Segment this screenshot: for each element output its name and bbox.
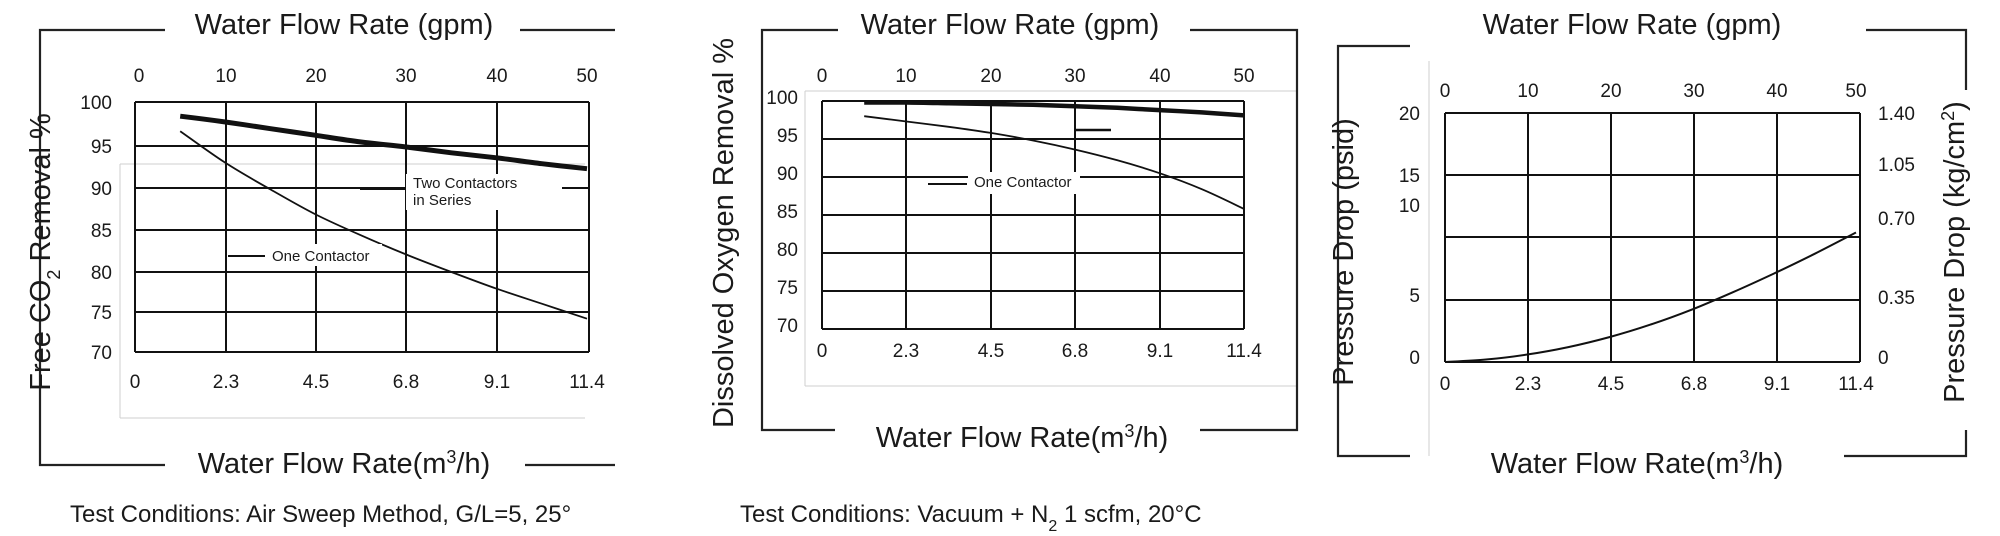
bottom-x-tick-label: 2.3 [1515,374,1541,395]
label-bg [266,244,382,266]
chart-oxygen-removal: Water Flow Rate (gpm) Water Flow Rate(m3… [708,9,1299,535]
annotation-label: One Contactor [974,174,1072,191]
top-x-tick-label: 30 [395,66,416,87]
bottom-x-tick-label: 0 [817,341,828,362]
frame-bracket-left [1336,44,1410,458]
series-line-two-contactors [179,113,588,172]
top-x-tick-label: 0 [1440,81,1451,102]
top-x-tick-label: 10 [895,66,916,87]
frame-bracket-bottom-right [1844,430,1968,458]
bottom-x-tick-label: 6.8 [1681,374,1707,395]
y2-tick-label: 0 [1878,348,1889,369]
y2-tick-label: 1.40 [1878,104,1915,125]
top-x-tick-label: 40 [1149,66,1170,87]
y-tick-label: 75 [777,278,798,299]
top-x-tick-label: 30 [1683,81,1704,102]
bottom-axis-title: Water Flow Rate(m3/h) [198,447,491,480]
bottom-axis-title: Water Flow Rate(m3/h) [1491,447,1784,480]
y-tick-label: 5 [1409,286,1420,307]
frame-bracket-top-right [1866,28,1968,90]
y-tick-label: 70 [777,316,798,337]
top-axis-title: Water Flow Rate (gpm) [861,9,1160,41]
y-tick-label: 85 [777,202,798,223]
y-tick-label: 20 [1399,104,1420,125]
y-tick-label: 85 [91,221,112,242]
frame-bracket-left [760,28,838,432]
series-line-one-contactor [864,115,1245,210]
y2-axis-title: Pressure Drop (kg/cm2) [1938,101,1971,403]
label-bg [406,174,562,210]
y-tick-label: 90 [91,179,112,200]
y-tick-label: 80 [777,240,798,261]
y-tick-label: 75 [91,303,112,324]
bottom-x-tick-label: 4.5 [978,341,1004,362]
bottom-x-tick-label: 9.1 [484,372,510,393]
y-tick-label: 100 [80,93,112,114]
y-tick-label: 15 [1399,166,1420,187]
y-tick-label: 80 [91,263,112,284]
top-x-tick-label: 20 [305,66,326,87]
series-line-pressure-drop [1444,231,1857,363]
label-bg [968,172,1080,194]
top-axis-title: Water Flow Rate (gpm) [195,9,494,41]
series-line-one-contactor [179,130,588,320]
top-x-tick-label: 50 [1845,81,1866,102]
annotation-label: One Contactor [272,248,370,265]
y-axis-title: Pressure Drop (psid) [1328,118,1360,386]
chart-pressure-drop: Water Flow Rate (gpm) Water Flow Rate(m3… [1328,9,1971,480]
test-conditions-caption: Test Conditions: Vacuum + N2 1 scfm, 20°… [740,501,1202,531]
bottom-x-tick-label: 4.5 [303,372,329,393]
y-axis-title: Free CO2 Removal % [25,113,64,391]
bottom-x-tick-label: 0 [130,372,141,393]
annotation-label: Two Contactors [413,175,517,192]
y-tick-label: 70 [91,343,112,364]
top-x-tick-label: 40 [486,66,507,87]
bottom-x-tick-label: 6.8 [1062,341,1088,362]
top-x-tick-label: 0 [817,66,828,87]
grid [134,101,590,353]
top-axis-title: Water Flow Rate (gpm) [1483,9,1782,41]
top-x-tick-label: 0 [134,66,145,87]
frame-bracket-left [38,28,165,467]
bottom-x-tick-label: 6.8 [393,372,419,393]
bottom-x-tick-label: 2.3 [893,341,919,362]
bottom-x-tick-label: 2.3 [213,372,239,393]
chart-co2-removal: Water Flow Rate (gpm) Water Flow Rate(m3… [25,9,615,528]
top-x-tick-label: 30 [1064,66,1085,87]
annotation-label: in Series [413,192,471,209]
grid [821,100,1245,330]
y2-tick-label: 0.70 [1878,209,1915,230]
y-tick-label: 90 [777,164,798,185]
bottom-x-tick-label: 11.4 [1226,341,1262,362]
y-tick-label: 0 [1409,348,1420,369]
top-x-tick-label: 50 [1233,66,1254,87]
top-x-tick-label: 20 [980,66,1001,87]
bottom-x-tick-label: 9.1 [1147,341,1173,362]
y-tick-label: 95 [91,137,112,158]
frame-bracket-right [1190,28,1299,432]
y-tick-label: 10 [1399,196,1420,217]
bottom-x-tick-label: 4.5 [1598,374,1624,395]
bottom-x-tick-label: 11.4 [1838,374,1874,395]
y2-tick-label: 1.05 [1878,155,1915,176]
top-x-tick-label: 10 [215,66,236,87]
test-conditions-caption: Test Conditions: Air Sweep Method, G/L=5… [70,501,571,528]
bottom-x-tick-label: 0 [1440,374,1451,395]
bottom-axis-title: Water Flow Rate(m3/h) [876,421,1169,454]
top-x-tick-label: 40 [1766,81,1787,102]
top-x-tick-label: 20 [1600,81,1621,102]
y-tick-label: 100 [766,88,798,109]
y-tick-label: 95 [777,126,798,147]
bottom-x-tick-label: 11.4 [569,372,605,393]
grid [1444,112,1861,363]
top-x-tick-label: 50 [576,66,597,87]
series-line-two-contactors [864,100,1245,118]
y-axis-title: Dissolved Oxygen Removal % [708,38,740,428]
y2-tick-label: 0.35 [1878,288,1915,309]
bottom-x-tick-label: 9.1 [1764,374,1790,395]
top-x-tick-label: 10 [1517,81,1538,102]
